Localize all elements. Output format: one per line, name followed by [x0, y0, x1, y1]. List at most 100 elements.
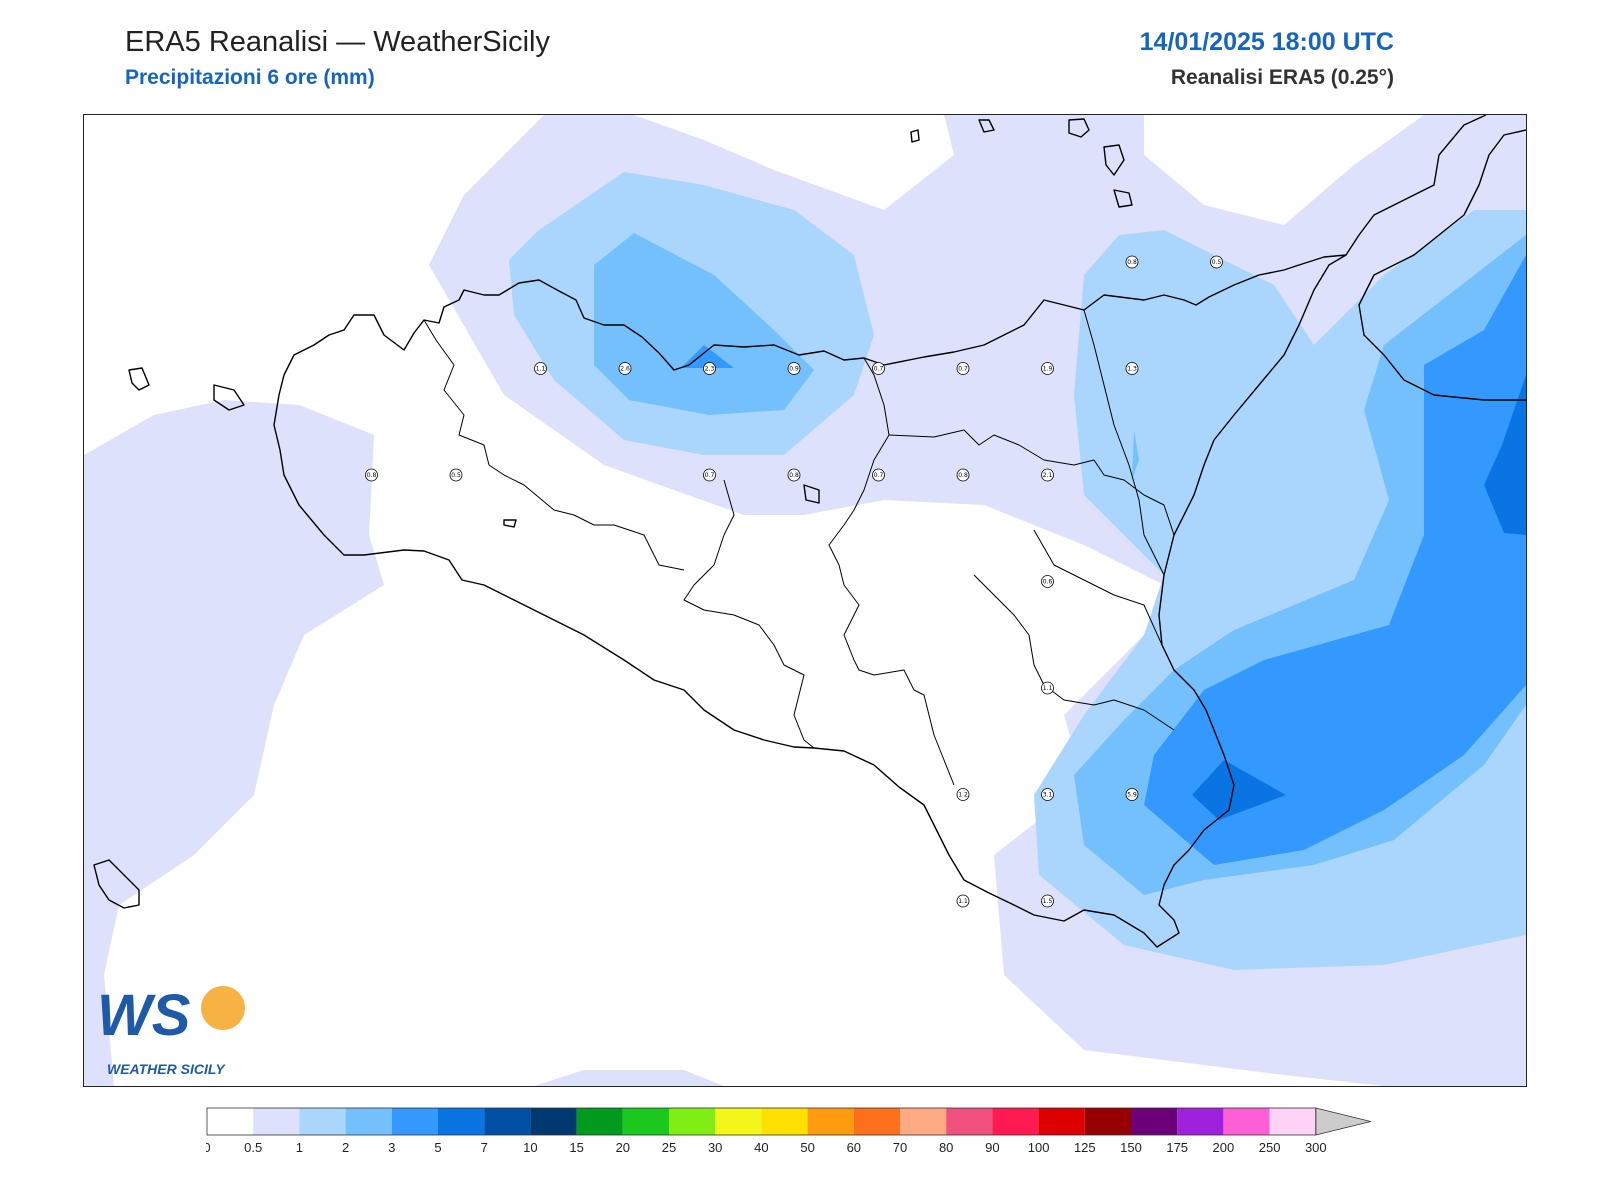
station-circle	[703, 468, 716, 482]
station-value: 1.9	[1043, 366, 1053, 373]
colorbar-tick-label: 1	[296, 1140, 303, 1155]
station-circle	[1041, 575, 1054, 588]
station-marker: 1.1	[956, 894, 970, 908]
station-marker: 5.9	[1125, 788, 1139, 801]
colorbar-tick-label: 300	[1305, 1140, 1327, 1155]
province-border-messina-enna	[888, 429, 1175, 536]
station-circle	[956, 894, 970, 908]
lake-pozzillo	[803, 484, 820, 504]
colorbar-segment	[576, 1108, 623, 1135]
colorbar-segment	[207, 1108, 254, 1135]
colorbar-segment	[1177, 1108, 1224, 1135]
weathersicily-logo: WS WEATHER SICILY	[95, 980, 255, 1080]
colorbar-tick-label: 25	[662, 1140, 676, 1155]
island-marettimo	[128, 367, 150, 391]
colorbar-segment	[1269, 1108, 1316, 1135]
station-circle	[1041, 894, 1054, 908]
station-circle	[1041, 788, 1054, 801]
colorbar-tick-label: 80	[939, 1140, 953, 1155]
map-canvas: 1.1 2.6 2.3 0.9 0.7 0.7 1.9 1.3 0.8 0.5 0.8 0.5 0.7 0…	[84, 115, 1526, 1086]
island-ustica	[910, 129, 920, 143]
island-favignana	[213, 384, 245, 411]
colorbar-tick-label: 150	[1120, 1140, 1142, 1155]
colorbar-tick-label: 125	[1074, 1140, 1096, 1155]
station-circle	[787, 468, 801, 482]
colorbar-segment	[253, 1108, 300, 1135]
station-circle	[1041, 362, 1054, 375]
station-value: 0.6	[1043, 579, 1053, 586]
station-marker: 3.1	[1041, 788, 1054, 801]
colorbar-segment	[622, 1108, 669, 1135]
station-circle	[787, 362, 801, 375]
colorbar-segment	[853, 1108, 900, 1135]
precip-area-tyrrhenian-peak	[681, 345, 734, 368]
province-border-messina-catania	[1083, 309, 1165, 576]
colorbar-segment	[299, 1108, 346, 1135]
colorbar-graphic: 0 0.5 1 2 3 5 7 10 15 20 25 30 40 50 60 70 80 90 100 125 150…	[203, 1107, 1371, 1155]
forecast-datetime: 14/01/2025 18:00 UTC	[1139, 28, 1394, 56]
coastlines	[93, 115, 1526, 948]
station-marker: 1.5	[1041, 894, 1054, 908]
colorbar-border	[206, 1107, 1317, 1136]
colorbar-segment	[807, 1108, 854, 1135]
station-value: 0.7	[958, 366, 968, 373]
precip-field-5mm	[1192, 375, 1526, 820]
island-alicudi	[978, 119, 995, 133]
colorbar-segment	[438, 1108, 485, 1135]
station-circle	[703, 362, 716, 375]
colorbar-tick-label: 250	[1259, 1140, 1281, 1155]
colorbar-segment	[992, 1108, 1039, 1135]
colorbar-tick-label: 90	[985, 1140, 999, 1155]
province-border-palermo-trapani	[423, 319, 685, 571]
station-marker: 0.7	[956, 362, 970, 375]
island-salina	[1103, 144, 1125, 176]
precipitation-colorbar: 0 0.5 1 2 3 5 7 10 15 20 25 30 40 50 60 70 80 90 100 125 150…	[203, 1107, 1401, 1157]
station-value: 0.7	[874, 472, 884, 479]
precip-area-tyrrhenian-core	[594, 233, 814, 415]
station-value: 2.6	[620, 366, 630, 373]
colorbar-extend-arrow	[1315, 1107, 1371, 1136]
station-marker: 0.7	[872, 362, 885, 375]
station-value: 1.5	[1043, 898, 1053, 905]
station-marker: 0.5	[449, 468, 463, 482]
colorbar-tick-label: 200	[1213, 1140, 1235, 1155]
precip-field-3mm	[681, 255, 1526, 865]
station-marker: 0.6	[1041, 575, 1054, 588]
colorbar-tick-label: 70	[893, 1140, 907, 1155]
station-circle	[534, 362, 547, 375]
colorbar-tick-label: 10	[523, 1140, 537, 1155]
station-circle	[1125, 362, 1139, 375]
station-circle	[956, 788, 970, 801]
station-value: 3.1	[1043, 792, 1053, 799]
colorbar-tick-label: 30	[708, 1140, 722, 1155]
colorbar-segment	[1038, 1108, 1085, 1135]
colorbar-tick-label: 50	[800, 1140, 814, 1155]
station-circle	[956, 362, 970, 375]
logo-initials: WS	[97, 983, 191, 1048]
colorbar-tick-label: 15	[569, 1140, 583, 1155]
station-value-layer: 1.1 2.6 2.3 0.9 0.7 0.7 1.9 1.3 0.8 0.5 0.8 0.5 0.7 0…	[365, 255, 1223, 908]
colorbar-segment	[669, 1108, 716, 1135]
precip-area-etna	[1132, 430, 1139, 480]
station-marker: 0.5	[1210, 255, 1223, 269]
colorbar-segment	[1223, 1108, 1270, 1135]
station-marker: 0.8	[787, 468, 801, 482]
station-value: 0.7	[874, 366, 884, 373]
station-marker: 0.8	[365, 468, 378, 482]
station-circle	[618, 362, 632, 375]
colorbar-tick-label: 2	[342, 1140, 349, 1155]
station-circle	[1125, 788, 1139, 801]
colorbar-tick-label: 40	[754, 1140, 768, 1155]
precip-area-syracuse-peak	[1192, 760, 1286, 820]
station-circle	[956, 468, 970, 482]
colorbar-segment	[1131, 1108, 1178, 1135]
logo-text: WEATHER SICILY	[107, 1061, 226, 1077]
station-marker: 0.7	[872, 468, 885, 482]
station-marker: 2.1	[1041, 468, 1054, 482]
colorbar-segment	[900, 1108, 947, 1135]
lake-arancio	[503, 519, 517, 528]
precip-area-ionian-core	[1144, 255, 1526, 865]
colorbar-segment	[484, 1108, 531, 1135]
station-value: 1.2	[958, 792, 968, 799]
station-value: 1.1	[958, 898, 968, 905]
